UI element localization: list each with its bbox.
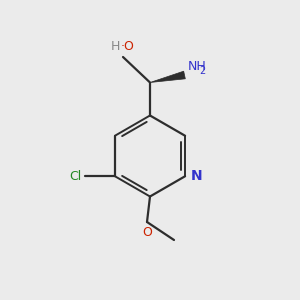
Text: Cl: Cl — [69, 170, 81, 183]
Polygon shape — [150, 71, 185, 82]
Text: 2: 2 — [200, 67, 206, 76]
Text: NH: NH — [188, 60, 207, 73]
Text: O: O — [142, 226, 152, 238]
Text: N: N — [190, 169, 202, 183]
Text: H: H — [111, 40, 121, 53]
Text: ·O: ·O — [121, 40, 134, 53]
